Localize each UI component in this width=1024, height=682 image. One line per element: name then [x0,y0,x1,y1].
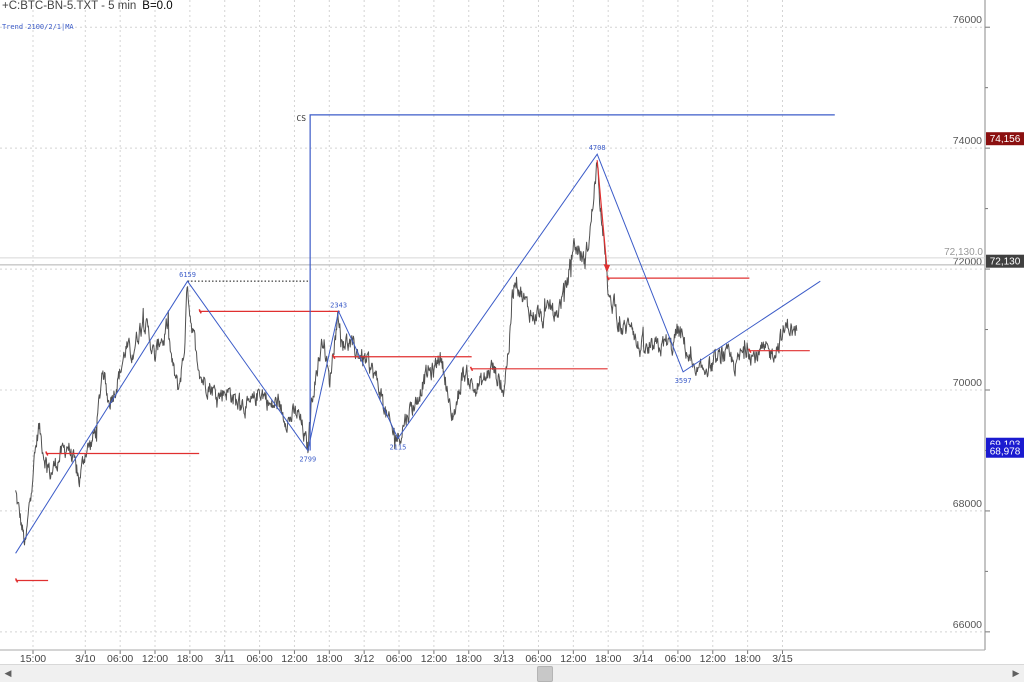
scroll-thumb[interactable] [537,666,553,682]
level-line-marker [45,451,49,456]
scroll-left-icon[interactable]: ◀ [4,668,12,678]
x-tick-label: 12:00 [281,653,307,664]
b-value-label: B=0.0 [142,0,173,12]
price-badge-label: 74,156 [990,134,1021,145]
pivot-label: 6159 [179,271,196,279]
x-tick-label: 06:00 [246,653,272,664]
x-tick-label: 18:00 [316,653,342,664]
cs-bracket-line [309,114,835,451]
y-tick-label: 76000 [953,14,982,26]
signal-arrow-head [603,264,611,273]
indicator-label: Trend 2100/2/1|MA [2,23,74,31]
y-tick-label: 74000 [953,135,982,147]
x-tick-label: 06:00 [665,653,691,664]
x-tick-label: 18:00 [177,653,203,664]
symbol-label: +C:BTC-BN-5.TXT - 5 min [2,0,137,12]
cs-label: CS [296,114,306,123]
y-tick-label: 70000 [953,377,982,389]
level-line-marker [748,348,752,354]
pivot-label: 3597 [675,377,692,385]
reference-hline-label: 72,130.0 [944,247,983,258]
x-tick-label: 3/13 [493,653,514,664]
x-tick-label: 18:00 [734,653,760,664]
level-line-marker [606,275,610,281]
signal-arrow-line [596,160,608,270]
level-line-marker [198,309,202,314]
x-tick-label: 06:00 [107,653,133,664]
x-tick-label: 3/11 [215,653,235,664]
x-tick-label: 06:00 [386,653,412,664]
pivot-label: 2799 [299,455,316,463]
chart-title: +C:BTC-BN-5.TXT - 5 min B=0.0 [2,0,173,12]
price-series-line [15,162,798,546]
x-tick-label: 12:00 [142,653,168,664]
x-tick-label: 12:00 [700,653,726,664]
price-badge-label: 72,130 [990,257,1021,268]
price-badge [986,444,1024,458]
x-tick-label: 12:00 [560,653,586,664]
x-tick-label: 15:00 [20,653,46,664]
level-line-marker [469,366,474,372]
price-badge [986,132,1024,146]
level-line-marker [14,578,19,583]
x-tick-label: 18:00 [456,653,482,664]
horizontal-scrollbar[interactable]: ◀ ▶ [0,664,1024,682]
x-tick-label: 3/10 [75,653,96,664]
pivot-label: 4708 [589,144,606,152]
x-tick-label: 3/15 [772,653,793,664]
pivot-label: 2115 [389,443,406,451]
x-tick-label: 18:00 [595,653,621,664]
x-tick-label: 12:00 [421,653,447,664]
y-tick-label: 68000 [953,498,982,510]
scroll-right-icon[interactable]: ▶ [1012,668,1020,678]
y-tick-label: 66000 [953,619,982,631]
x-tick-label: 06:00 [525,653,551,664]
level-line-marker [332,354,336,360]
x-tick-label: 3/14 [633,653,654,664]
pivot-label: 2343 [330,301,347,309]
price-badge [986,254,1024,268]
plot-layer [0,114,985,583]
price-badge-label: 68,978 [990,447,1021,458]
zigzag-trend-line [15,153,821,554]
x-tick-label: 3/12 [354,653,375,664]
